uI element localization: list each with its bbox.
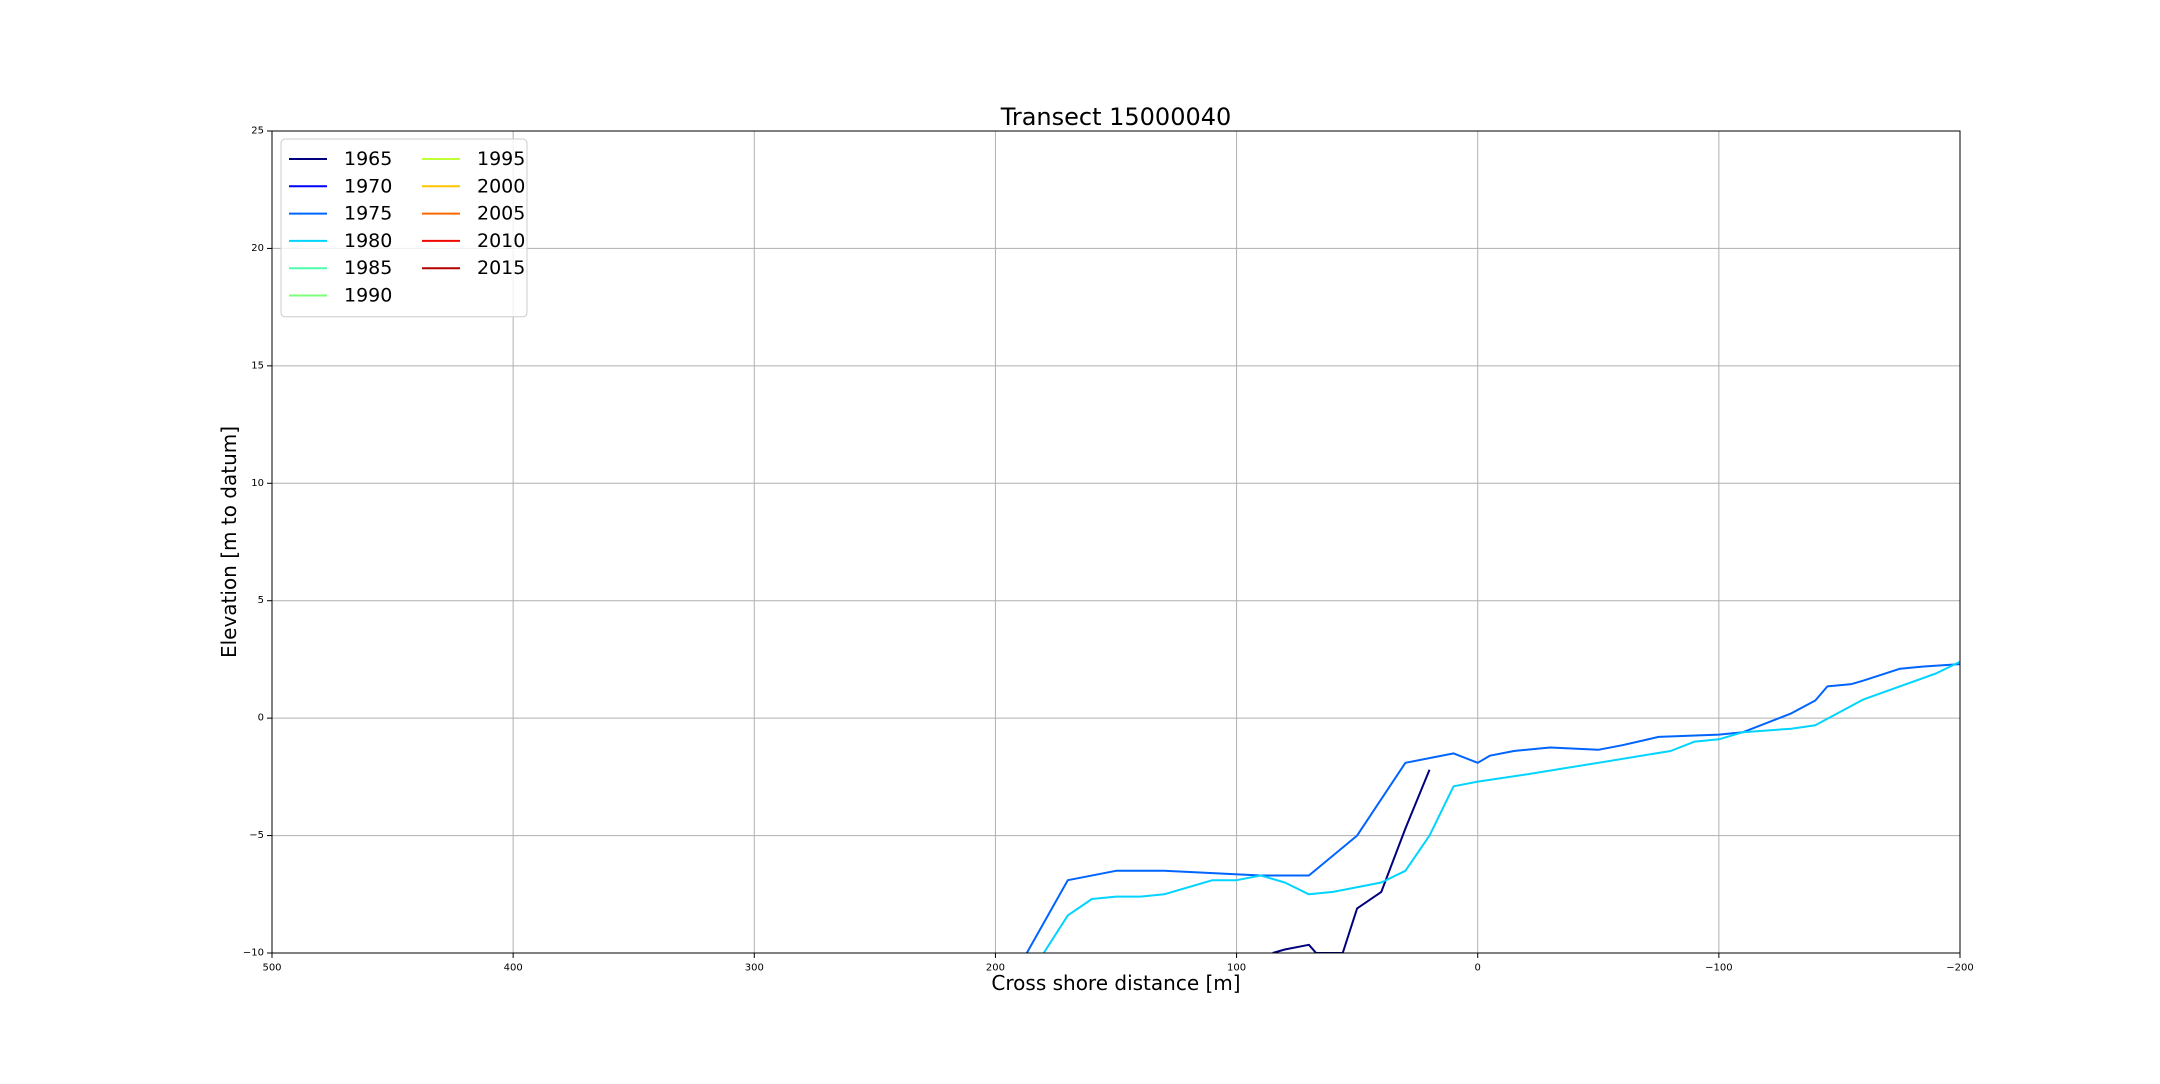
y-tick-label: 10 — [251, 478, 264, 489]
legend-label: 1990 — [344, 285, 392, 307]
legend-box — [280, 138, 528, 318]
plot-frame — [271, 130, 1961, 954]
legend-label: 1975 — [344, 203, 392, 225]
y-tick-label: 20 — [251, 243, 264, 254]
x-tick-label: 0 — [1475, 963, 1481, 974]
x-tick-label: 300 — [745, 963, 764, 974]
legend-label: 1965 — [344, 148, 392, 170]
y-tick-label: 5 — [258, 595, 264, 606]
legend-label: 1970 — [344, 175, 392, 197]
legend-label: 2015 — [477, 257, 525, 279]
y-tick-label: 15 — [251, 360, 264, 371]
axes-layer: 500 400 300 200 100 0 −100 −200 −10 −5 0 5 10 15 20 25 — [243, 126, 1974, 974]
legend-label: 1995 — [477, 148, 525, 170]
series-layer — [1025, 660, 1960, 953]
y-axis-label: Elevation [m to datum] — [217, 426, 241, 658]
x-tick-label: 400 — [504, 963, 523, 974]
x-tick-label: 200 — [986, 963, 1005, 974]
legend-label: 2005 — [477, 203, 525, 225]
x-tick-label: −100 — [1705, 963, 1732, 974]
x-tick-label: 500 — [262, 963, 281, 974]
legend: 1965 1970 1975 1980 1985 1990 1995 2000 2005 2010… — [280, 138, 528, 318]
legend-label: 2000 — [477, 175, 525, 197]
series-line-1965 — [1272, 769, 1431, 953]
legend-label: 1985 — [344, 257, 392, 279]
x-axis-label: Cross shore distance [m] — [991, 971, 1240, 995]
y-tick-label: 25 — [251, 126, 264, 137]
x-tick-label: 100 — [1227, 963, 1246, 974]
y-tick-label: −10 — [243, 948, 264, 959]
chart-title: Transect 15000040 — [1000, 103, 1232, 131]
series-line-1980 — [1042, 660, 1960, 953]
series-line-1975 — [1025, 663, 1960, 953]
x-tick-label: −200 — [1946, 963, 1973, 974]
grid-layer — [271, 130, 1961, 954]
legend-label: 1980 — [344, 230, 392, 252]
legend-label: 2010 — [477, 230, 525, 252]
y-tick-label: −5 — [249, 830, 264, 841]
y-tick-label: 0 — [258, 713, 264, 724]
